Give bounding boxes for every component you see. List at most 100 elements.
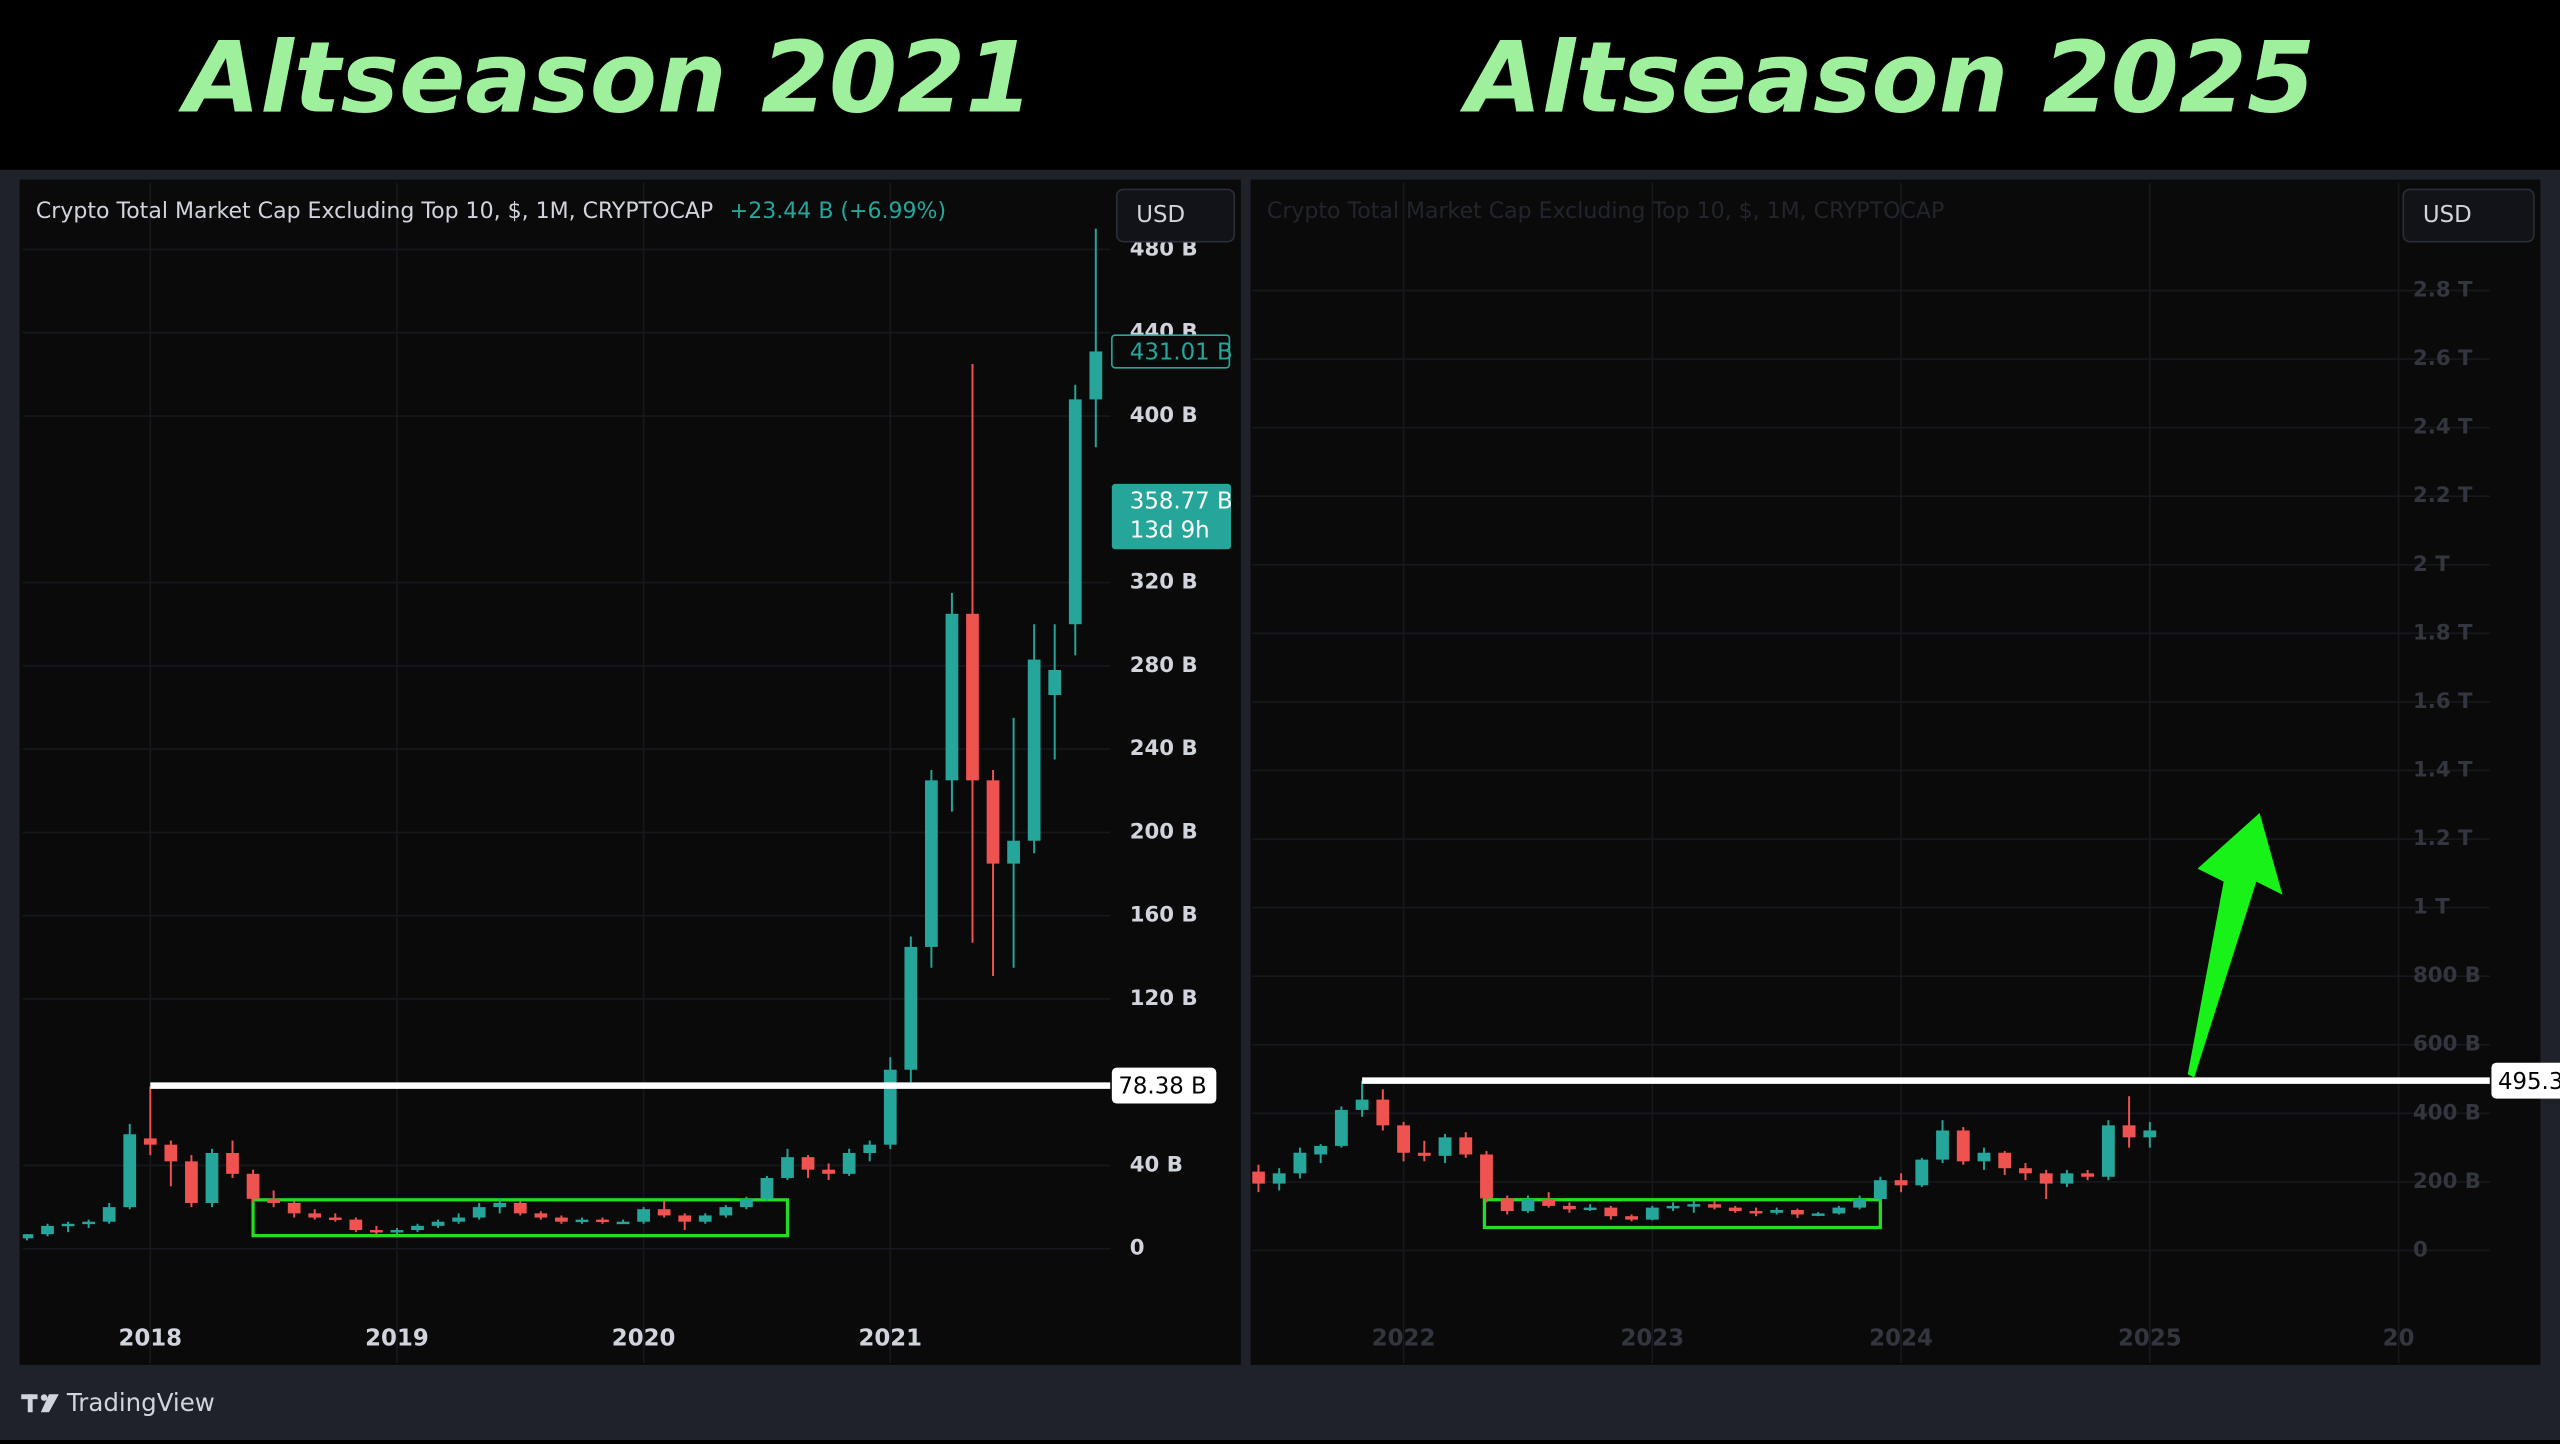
y-tick-label: 1.6 T	[2413, 689, 2473, 714]
headline-left: Altseason 2021	[177, 22, 1033, 136]
candle-body	[431, 1221, 445, 1226]
candle-body	[822, 1169, 835, 1174]
candle-body	[452, 1217, 465, 1222]
candle-body	[370, 1230, 383, 1233]
countdown-label: 13d 9h	[1130, 518, 1210, 544]
candle-body	[925, 780, 938, 947]
candle-body	[1811, 1213, 1825, 1216]
candle-body	[2060, 1173, 2074, 1184]
candle-body	[534, 1213, 548, 1218]
candle-body	[1998, 1152, 2012, 1169]
level-label: 495.3 B	[2498, 1069, 2560, 1095]
y-tick-label: 40 B	[1130, 1152, 1183, 1177]
range-box	[251, 1198, 790, 1238]
headline-right: Altseason 2025	[1459, 22, 2315, 136]
candle-body	[1459, 1137, 1473, 1155]
x-tick-label: 2023	[1621, 1325, 1685, 1351]
x-tick-label: 2024	[1869, 1325, 1933, 1351]
level-label-box	[2491, 1062, 2560, 1099]
candle-body	[637, 1209, 650, 1222]
candle-body	[22, 1234, 34, 1239]
candle-body	[143, 1138, 157, 1145]
level-label: 78.38 B	[1118, 1074, 1206, 1100]
candle-body	[1625, 1216, 1639, 1220]
candle-body	[1749, 1211, 1763, 1214]
candle-body	[698, 1215, 712, 1222]
candle-body	[781, 1157, 794, 1178]
candle-body	[1355, 1099, 1369, 1110]
candle-body	[1314, 1145, 1328, 1155]
candle-body	[1562, 1205, 1576, 1210]
y-tick-label: 200 B	[2413, 1169, 2481, 1194]
x-tick-label: 2018	[118, 1325, 182, 1351]
x-tick-label: 2020	[612, 1325, 676, 1351]
candle-body	[1770, 1210, 1784, 1213]
arrow	[2187, 813, 2283, 1078]
candle-body	[986, 780, 1000, 864]
level-label-box	[1111, 1067, 1217, 1104]
y-tick-label: 2.4 T	[2413, 415, 2473, 440]
candle-body	[842, 1152, 856, 1174]
range-box	[1482, 1198, 1882, 1230]
currency-button[interactable]	[2402, 188, 2535, 243]
chart-title: Crypto Total Market Cap Excluding Top 10…	[1267, 199, 1944, 224]
candle-body	[2101, 1125, 2115, 1177]
candle-body	[411, 1225, 424, 1231]
candle-body	[1417, 1152, 1431, 1156]
y-tick-label: 2.6 T	[2413, 346, 2473, 371]
candle-body	[1915, 1159, 1929, 1186]
candle-body	[102, 1207, 116, 1222]
candle-body	[2019, 1168, 2032, 1174]
price-label-box	[1111, 483, 1232, 550]
price-label: 358.77 B	[1130, 488, 1233, 514]
candle-body	[472, 1207, 486, 1218]
candle-body	[1583, 1207, 1597, 1211]
candle-body	[555, 1217, 568, 1222]
candle-body	[513, 1202, 527, 1214]
currency-button[interactable]	[1115, 188, 1236, 243]
y-tick-label: 320 B	[1130, 570, 1198, 595]
candle-body	[205, 1152, 219, 1203]
candle-body	[1894, 1180, 1908, 1186]
candle-body	[863, 1144, 877, 1153]
currency-label[interactable]: USD	[2423, 202, 2472, 228]
candle-body	[1853, 1199, 1867, 1208]
candle-body	[1666, 1205, 1680, 1209]
x-tick-label: 2025	[2118, 1325, 2182, 1351]
candle-body	[164, 1144, 178, 1162]
y-tick-label: 1 T	[2413, 895, 2450, 920]
y-tick-label: 2.8 T	[2413, 278, 2473, 303]
candle-body	[2081, 1173, 2095, 1177]
currency-label[interactable]: USD	[1136, 202, 1185, 228]
plot-area	[1252, 1080, 2157, 1230]
candle-body	[1068, 399, 1082, 625]
change-label: +23.44 B (+6.99%)	[730, 199, 946, 224]
candle-body	[596, 1219, 609, 1223]
x-tick-label: 20	[2383, 1325, 2415, 1351]
candle-body	[185, 1161, 198, 1203]
candle-body	[1604, 1207, 1618, 1217]
y-tick-label: 120 B	[1130, 986, 1198, 1011]
candle-body	[719, 1207, 733, 1216]
y-tick-label: 2 T	[2413, 552, 2450, 577]
candle-body	[328, 1217, 342, 1220]
candle-body	[1480, 1154, 1493, 1199]
y-tick-label: 400 B	[2413, 1100, 2481, 1125]
y-tick-label: 1.4 T	[2413, 757, 2473, 782]
y-tick-label: 600 B	[2413, 1032, 2481, 1057]
y-tick-label: 800 B	[2413, 963, 2481, 988]
candle-body	[760, 1177, 774, 1199]
candle-body	[801, 1157, 815, 1170]
candle-body	[657, 1209, 671, 1216]
candle-body	[1007, 840, 1020, 864]
candle-body	[1728, 1207, 1742, 1212]
candle-body	[1376, 1099, 1390, 1126]
candle-body	[1956, 1130, 1970, 1162]
candle-body	[226, 1152, 239, 1174]
x-tick-label: 2019	[365, 1325, 429, 1351]
candle-body	[1334, 1109, 1348, 1146]
candle-body	[2039, 1173, 2053, 1184]
y-tick-label: 0	[2413, 1237, 2428, 1262]
candle-body	[267, 1198, 280, 1203]
